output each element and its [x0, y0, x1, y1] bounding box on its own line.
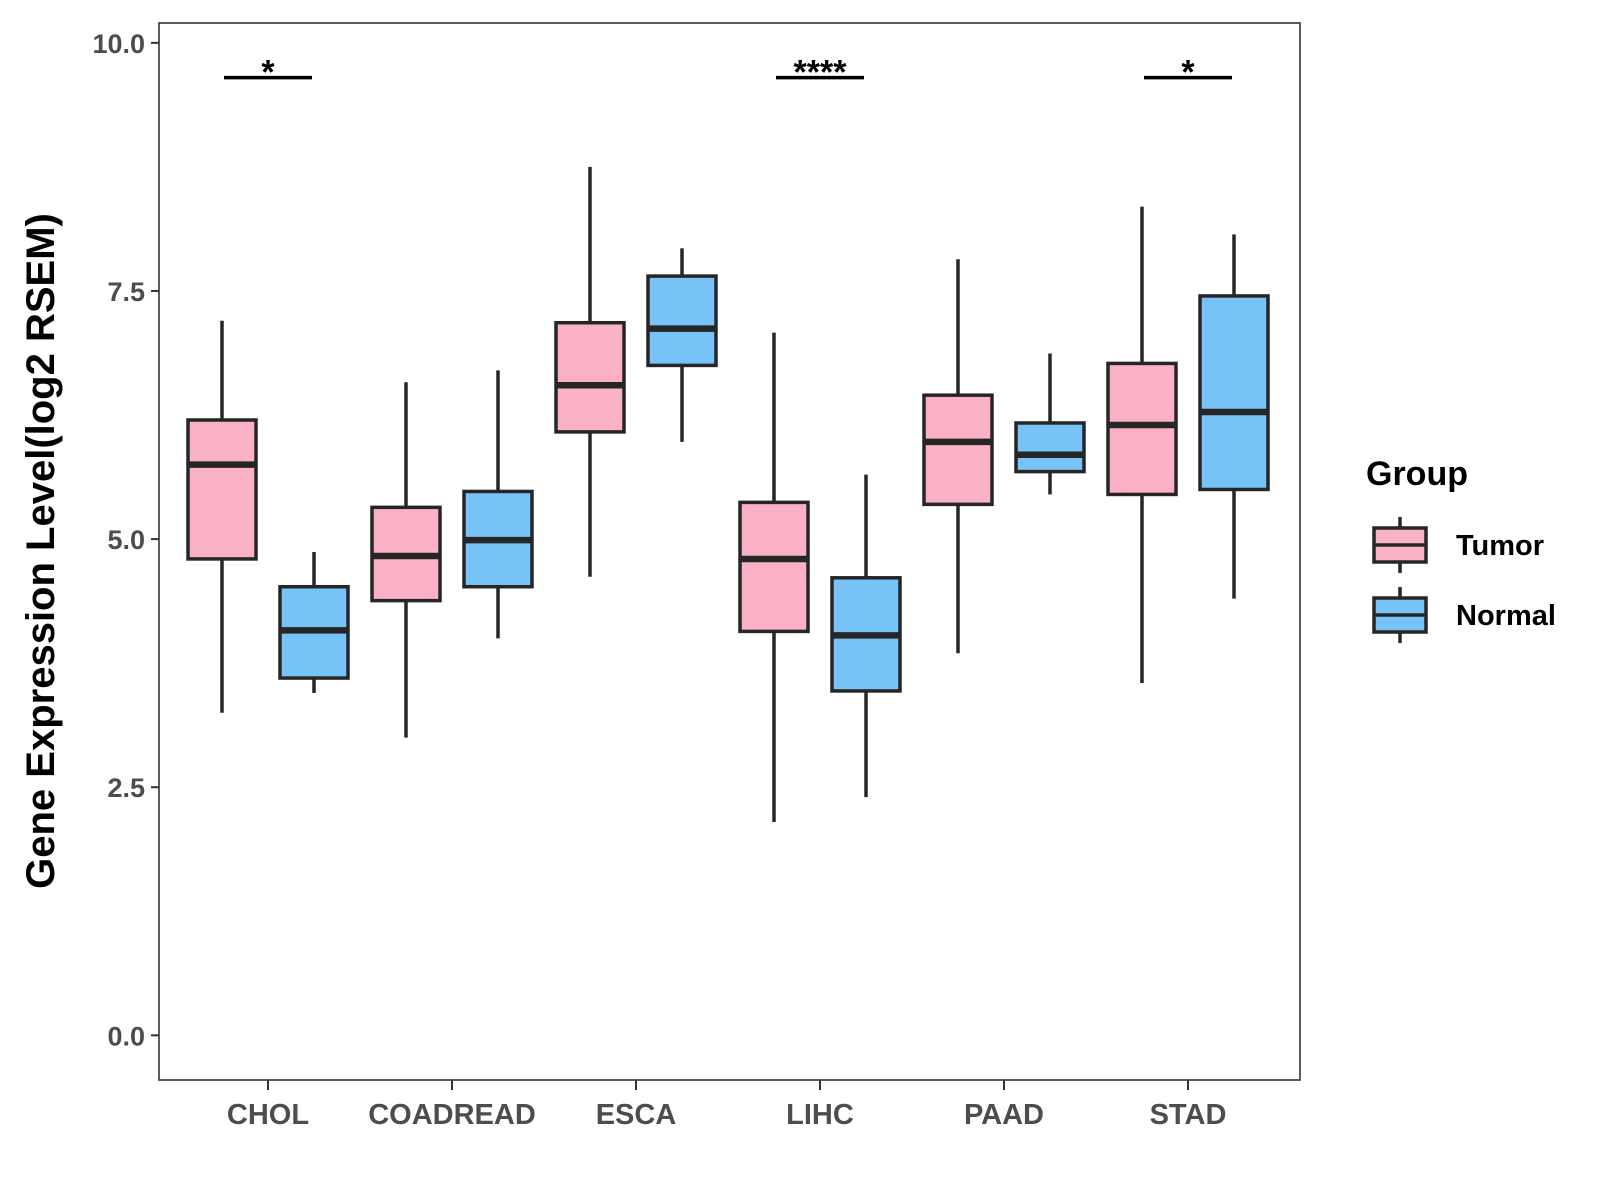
- y-tick-label: 2.5: [107, 773, 145, 803]
- box-iqr: [1198, 294, 1270, 492]
- x-tick-label: LIHC: [786, 1099, 854, 1131]
- box-normal-lihc: [830, 474, 902, 798]
- x-tick-label: COADREAD: [368, 1099, 536, 1131]
- significance-label: ****: [794, 54, 848, 92]
- box-tumor-coadread: [370, 382, 442, 738]
- legend-key-tumor: [1372, 517, 1428, 573]
- box-iqr: [186, 418, 258, 561]
- legend-label-tumor: Tumor: [1456, 530, 1544, 562]
- y-tick-label: 10.0: [92, 29, 145, 59]
- x-tick-label: STAD: [1150, 1099, 1227, 1131]
- x-tick-label: ESCA: [596, 1099, 677, 1131]
- legend-title: Group: [1366, 455, 1468, 493]
- plot-area: * **** *: [186, 54, 1270, 822]
- y-tick-label: 5.0: [107, 525, 145, 555]
- box-tumor-esca: [554, 166, 626, 577]
- significance-label: *: [261, 54, 275, 92]
- box-iqr: [1106, 361, 1178, 497]
- y-axis: 0.0 2.5 5.0 7.5 10.0: [92, 29, 159, 1051]
- significance-label: *: [1181, 54, 1195, 92]
- box-normal-paad: [1014, 353, 1086, 495]
- box-tumor-chol: [186, 320, 258, 713]
- box-tumor-stad: [1106, 206, 1178, 684]
- box-normal-coadread: [462, 370, 534, 639]
- x-axis: CHOL COADREAD ESCA LIHC PAAD STAD: [227, 1080, 1226, 1131]
- y-axis-title: Gene Expression Level(log2 RSEM): [19, 213, 63, 889]
- box-tumor-lihc: [738, 332, 810, 822]
- box-tumor-paad: [922, 259, 994, 654]
- box-iqr: [554, 320, 626, 434]
- x-tick-label: PAAD: [964, 1099, 1044, 1131]
- y-tick-label: 7.5: [107, 277, 145, 307]
- legend-label-normal: Normal: [1456, 600, 1556, 632]
- box-normal-esca: [646, 248, 718, 442]
- box-iqr: [922, 393, 994, 507]
- legend-key-normal: [1372, 587, 1428, 643]
- box-iqr: [1014, 421, 1086, 474]
- x-tick-label: CHOL: [227, 1099, 309, 1131]
- box-normal-chol: [278, 551, 350, 693]
- legend: Group Tumor Normal: [1366, 455, 1556, 643]
- box-iqr: [646, 274, 718, 368]
- box-normal-stad: [1198, 234, 1270, 599]
- plot-border: [158, 22, 1301, 1081]
- y-tick-label: 0.0: [107, 1021, 145, 1051]
- box-iqr: [738, 500, 810, 634]
